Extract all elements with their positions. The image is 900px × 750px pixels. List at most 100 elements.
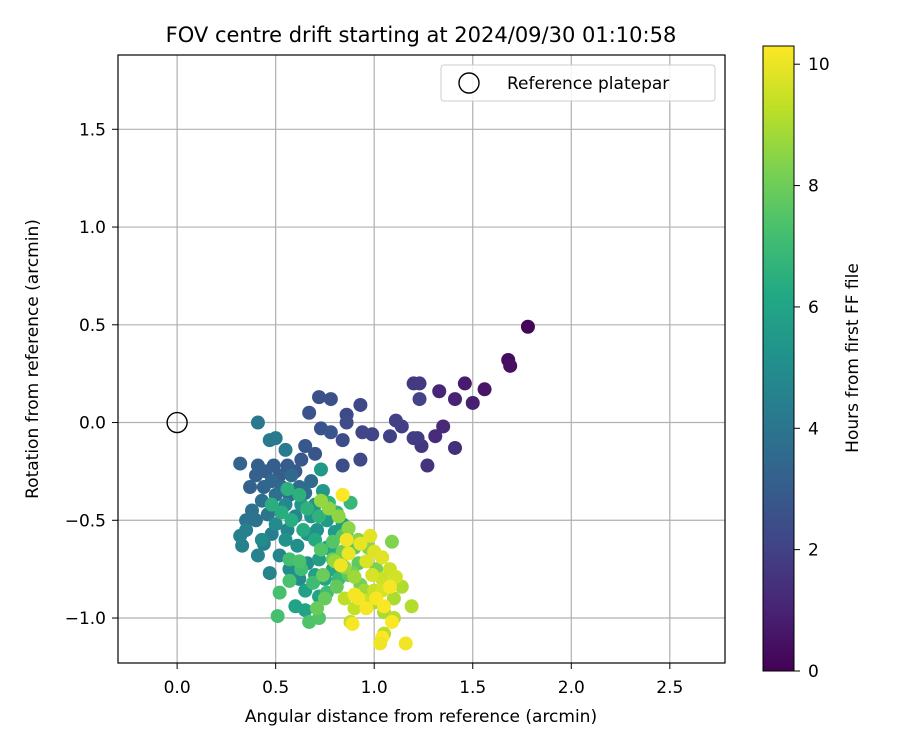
scatter-point [233,456,248,471]
scatter-point [388,413,403,428]
scatter-point [308,446,323,461]
scatter-point [335,433,350,448]
scatter-point [359,554,374,569]
scatter-point [282,573,297,588]
y-tick-label: 0.0 [79,414,106,434]
colorbar-tick-label: 2 [808,541,819,561]
scatter-point [296,523,311,538]
x-tick-label: 0.5 [262,678,289,698]
x-axis-label: Angular distance from reference (arcmin) [245,707,597,727]
scatter-point [377,599,392,614]
colorbar-tick-label: 4 [808,419,819,439]
scatter-point [398,636,413,651]
scatter-point [304,474,319,489]
scatter-point [335,458,350,473]
scatter-point [341,546,356,561]
scatter-point [448,392,463,407]
scatter-point [310,601,325,616]
colorbar-ticks: 0 2 4 6 8 10 [794,55,830,682]
scatter-point [262,566,277,581]
colorbar [762,45,795,672]
scatter-point [313,493,328,508]
scatter-point [323,425,338,440]
scatter-point [432,384,447,399]
y-tick-label: 0.5 [79,316,106,336]
reference-platepar-marker [166,411,188,434]
scatter-point [384,614,399,629]
scatter-point [272,585,287,600]
scatter-point [313,462,328,477]
legend-box [440,64,716,102]
scatter-point [329,579,344,594]
scatter-point [248,468,263,483]
scatter-point [254,532,269,547]
scatter-point [335,487,350,502]
scatter-point [382,429,397,444]
scatter-point [315,568,330,583]
scatter-point [339,415,354,430]
scatter-point [347,587,362,602]
scatter-point [404,599,419,614]
scatter-point [333,558,348,573]
scatter-point [375,550,390,565]
legend-label: Reference platepar [507,74,669,94]
x-tick-label: 2.0 [558,678,585,698]
scatter-point [278,532,293,547]
y-tick-label: 1.0 [79,218,106,238]
data-points [233,319,535,651]
grid-lines [118,55,725,663]
scatter-point [312,390,327,405]
scatter-point [412,376,427,391]
scatter-point [412,392,427,407]
y-tick-label: 1.5 [79,120,106,140]
scatter-point [306,575,321,590]
scatter-point [300,501,315,516]
chart-title: FOV centre drift starting at 2024/09/30 … [166,23,677,47]
scatter-point [436,419,451,434]
scatter-point [284,468,299,483]
scatter-point [317,591,332,606]
scatter-point [250,415,265,430]
colorbar-tick-label: 10 [808,55,830,75]
colorbar-tick-label: 6 [808,298,819,318]
scatter-point [250,548,265,563]
scatter-point [278,442,293,457]
scatter-point [282,562,297,577]
scatter-point [268,431,283,446]
scatter-point [520,319,535,334]
scatter-point [382,579,397,594]
scatter-point [359,601,374,616]
scatter-point [353,397,368,412]
scatter-point [243,480,258,495]
scatter-point [339,532,354,547]
scatter-point [331,509,346,524]
scatter-point [406,431,421,446]
scatter-point [270,609,285,624]
x-tick-label: 2.5 [656,678,683,698]
scatter-point [239,513,254,528]
scatter-point [323,392,338,407]
scatter-point [298,603,313,618]
scatter-point [312,509,327,524]
scatter-point [294,452,309,467]
y-axis-label: Rotation from reference (arcmin) [23,219,43,499]
scatter-point [457,376,472,391]
y-axis-ticks: −1.0 −0.5 0.0 0.5 1.0 1.5 [65,120,118,629]
scatter-point [363,528,378,543]
scatter-point [298,438,313,453]
scatter-point [353,452,368,467]
y-tick-label: −1.0 [65,609,106,629]
scatter-point [268,517,283,532]
scatter-point [280,482,295,497]
scatter-point [386,591,401,606]
scatter-point [292,554,307,569]
colorbar-label: Hours from first FF file [843,263,863,453]
scatter-point [465,395,480,410]
scatter-point [302,405,317,420]
x-tick-label: 1.0 [361,678,388,698]
scatter-point [274,505,289,520]
scatter-point [292,487,307,502]
scatter-point [353,536,368,551]
scatter-point [365,568,380,583]
